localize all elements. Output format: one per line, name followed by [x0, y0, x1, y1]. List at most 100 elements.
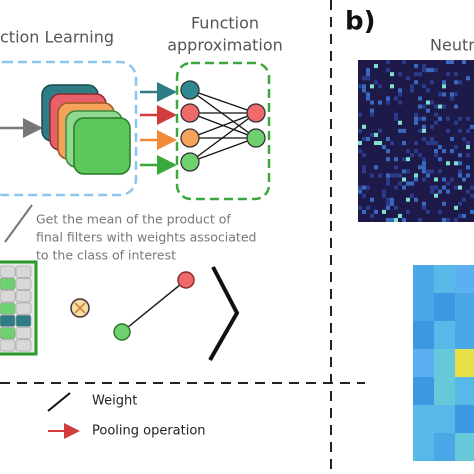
heatmap-cell [378, 100, 382, 105]
heatmap-cell [366, 76, 370, 81]
heatmap-cell [462, 177, 466, 182]
heatmap-cell [438, 209, 442, 214]
grid-cell [0, 302, 16, 315]
heatmap-cell [394, 217, 398, 222]
heatmap-cell [426, 173, 430, 178]
heatmap-cell [370, 112, 374, 117]
edge [189, 112, 257, 163]
heatmap-cell [398, 88, 402, 93]
heatmap-cell [366, 96, 370, 101]
section-label: Function [191, 14, 259, 33]
heatmap-cell [455, 349, 474, 377]
heatmap-cell [410, 88, 414, 93]
heatmap-cell [426, 68, 430, 73]
heatmap-cell [406, 157, 410, 162]
heatmap-cell [394, 112, 398, 117]
caption: final filters with weights associated [36, 230, 256, 245]
heatmap-cell [434, 377, 455, 405]
node [246, 128, 266, 148]
heatmap-cell [442, 177, 446, 182]
heatmap-cell [422, 161, 426, 166]
heatmap-cell [394, 185, 398, 190]
heatmap-cell [370, 108, 374, 113]
heatmap-cell [370, 100, 374, 105]
heatmap-cell [454, 120, 458, 125]
heatmap-cell [398, 120, 402, 125]
edge [189, 89, 257, 114]
node [180, 80, 200, 100]
heatmap-cell [402, 128, 406, 133]
heatmap-cell [374, 80, 378, 85]
heatmap-cell [398, 181, 402, 186]
heatmap-cell [446, 128, 450, 133]
heatmap-cell [454, 217, 458, 222]
heatmap-cell [386, 149, 390, 154]
heatmap-cell [406, 181, 410, 186]
heatmap [413, 265, 474, 461]
heatmap-cell [362, 76, 366, 81]
heatmap-cell [394, 165, 398, 170]
grid-cell [15, 302, 32, 315]
section-label: ction Learning [0, 28, 114, 47]
heatmap-cell [450, 60, 454, 65]
heatmap-cell [422, 157, 426, 162]
heatmap-cell [422, 64, 426, 69]
heatmap-cell [406, 76, 410, 81]
heatmap-cell [366, 92, 370, 97]
edge [189, 89, 257, 139]
heatmap-cell [462, 136, 466, 141]
edge [189, 112, 257, 139]
heatmap-cell [366, 68, 370, 73]
heatmap-cell [430, 185, 434, 190]
heatmap-cell [402, 185, 406, 190]
heatmap-cell [366, 205, 370, 210]
node [180, 152, 200, 172]
heatmap-cell [386, 177, 390, 182]
legend-weight [47, 392, 71, 412]
heatmap-cell [414, 80, 418, 85]
heatmap-cell [422, 169, 426, 174]
heatmap-cell [434, 433, 455, 461]
heatmap-cell [434, 293, 455, 321]
heatmap-cell [390, 72, 394, 77]
heatmap-cell [438, 169, 442, 174]
heatmap-cell [426, 108, 430, 113]
grid-cell [15, 314, 32, 327]
heatmap-cell [402, 60, 406, 65]
heatmap-cell [454, 72, 458, 77]
heatmap-cell [398, 128, 402, 133]
heatmap-cell [418, 153, 422, 158]
legend-label: Weight [92, 394, 137, 409]
node [180, 128, 200, 148]
heatmap-cell [358, 141, 362, 146]
heatmap-cell [470, 193, 474, 198]
heatmap-cell [422, 205, 426, 210]
heatmap-cell [434, 185, 438, 190]
heatmap-cell [458, 201, 462, 206]
heatmap-cell [366, 72, 370, 77]
heatmap-cell [418, 96, 422, 101]
heatmap-cell [446, 60, 450, 65]
heatmap-cell [386, 96, 390, 101]
heatmap-cell [386, 197, 390, 202]
heatmap-cell [466, 153, 470, 158]
heatmap-cell [462, 60, 466, 65]
heatmap-cell [422, 84, 426, 89]
heatmap-cell [466, 116, 470, 121]
grid-cell [15, 339, 32, 352]
heatmap-cell [362, 84, 366, 89]
heatmap-cell [438, 104, 442, 109]
grid-cell [0, 278, 16, 290]
heatmap-cell [450, 92, 454, 97]
node [113, 323, 131, 341]
heatmap-cell [386, 181, 390, 186]
heatmap-cell [386, 173, 390, 178]
heatmap-cell [422, 124, 426, 129]
heatmap-cell [402, 169, 406, 174]
heatmap-cell [418, 165, 422, 170]
heatmap-cell [434, 68, 438, 73]
heatmap-cell [358, 185, 362, 190]
heatmap-cell [378, 141, 382, 146]
heatmap-cell [414, 116, 418, 121]
heatmap-cell [358, 149, 362, 154]
